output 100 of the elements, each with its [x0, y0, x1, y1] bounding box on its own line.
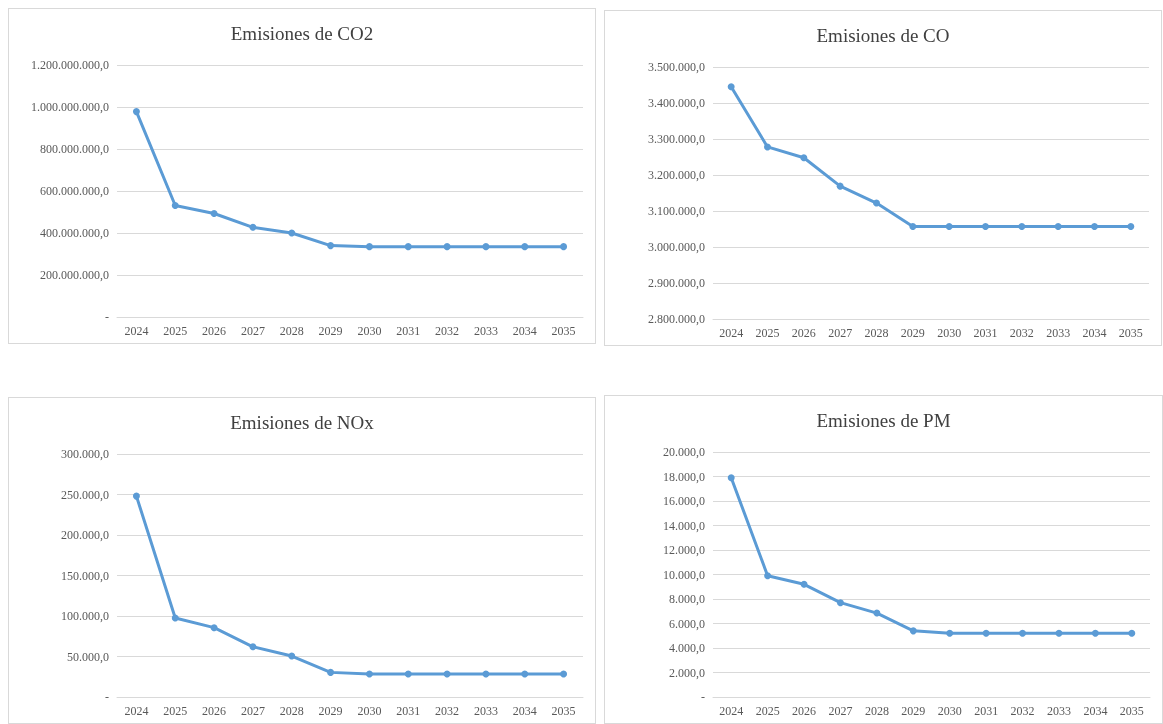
- point: [982, 629, 990, 637]
- chart-title: Emisiones de NOx: [230, 412, 375, 433]
- x-tick-label: 2026: [792, 704, 817, 718]
- x-tick-label: 2031: [973, 326, 998, 340]
- point: [873, 609, 881, 617]
- point: [288, 229, 296, 237]
- point: [873, 199, 880, 207]
- point: [443, 243, 451, 251]
- x-tick-label: 2032: [435, 324, 460, 338]
- y-tick-label: 1.200.000.000,0: [31, 58, 109, 72]
- y-tick-label: 800.000.000,0: [40, 142, 109, 156]
- x-tick-label: 2026: [202, 324, 227, 338]
- point: [945, 222, 953, 230]
- x-tick-label: 2025: [163, 324, 188, 338]
- x-tick-label: 2028: [864, 326, 889, 340]
- x-tick-label: 2025: [755, 704, 780, 718]
- point: [909, 627, 917, 635]
- x-tick-label: 2028: [279, 324, 304, 338]
- y-tick-label: 6.000,0: [669, 616, 705, 631]
- point: [1091, 629, 1099, 637]
- y-tick-label: 10.000,0: [663, 567, 705, 582]
- point: [132, 492, 140, 500]
- x-tick-label: 2032: [1010, 704, 1035, 718]
- x-tick-label: 2024: [719, 704, 744, 718]
- y-tick-label: -: [701, 690, 705, 704]
- x-tick-label: 2024: [124, 324, 149, 338]
- y-tick-label: 250.000,0: [61, 487, 109, 502]
- point: [1091, 222, 1098, 230]
- x-tick-label: 2024: [719, 326, 744, 340]
- point: [521, 670, 529, 678]
- x-tick-label: 2028: [864, 704, 889, 718]
- x-tick-label: 2027: [240, 704, 265, 718]
- x-tick-label: 2032: [1009, 326, 1034, 340]
- chart-title: Emisiones de CO: [816, 25, 950, 46]
- x-tick-label: 2029: [900, 326, 925, 340]
- x-tick-label: 2030: [937, 326, 962, 340]
- y-tick-label: -: [105, 690, 109, 704]
- chart-title: Emisiones de CO2: [230, 23, 374, 44]
- y-tick-label: 300.000,0: [61, 447, 109, 461]
- x-tick-label: 2027: [240, 324, 265, 338]
- point: [1018, 222, 1026, 230]
- point: [482, 243, 490, 251]
- point: [327, 242, 335, 250]
- y-tick-label: 2.900.000,0: [648, 276, 705, 290]
- y-tick-label: 200.000,0: [61, 528, 109, 542]
- point: [727, 83, 735, 91]
- y-tick-label: 2.000,0: [669, 665, 705, 680]
- x-tick-label: 2033: [473, 704, 498, 718]
- x-tick-label: 2030: [357, 324, 382, 338]
- y-tick-label: 3.400.000,0: [648, 96, 705, 110]
- x-tick-label: 2034: [512, 704, 537, 718]
- y-tick-label: 2.800.000,0: [648, 312, 705, 326]
- y-tick-label: 3.300.000,0: [648, 132, 705, 146]
- y-tick-label: 400.000.000,0: [40, 226, 109, 240]
- x-tick-label: 2035: [1118, 326, 1143, 340]
- x-tick-label: 2035: [1119, 704, 1144, 718]
- point: [836, 599, 844, 607]
- x-tick-label: 2031: [396, 324, 421, 338]
- y-tick-label: 1.000.000.000,0: [31, 100, 109, 114]
- point: [521, 243, 529, 251]
- point: [288, 652, 296, 660]
- x-tick-label: 2029: [318, 704, 343, 718]
- x-tick-label: 2025: [755, 326, 780, 340]
- point: [1127, 222, 1135, 230]
- y-tick-label: 16.000,0: [663, 494, 705, 508]
- point: [171, 614, 179, 622]
- point: [560, 243, 568, 251]
- x-tick-label: 2030: [357, 704, 382, 718]
- y-tick-label: 3.500.000,0: [648, 60, 705, 74]
- x-tick-label: 2026: [791, 326, 816, 340]
- point: [982, 222, 989, 230]
- point: [1055, 629, 1063, 637]
- x-tick-label: 2035: [551, 324, 576, 338]
- point: [132, 108, 140, 116]
- point: [249, 223, 257, 231]
- x-tick-label: 2031: [974, 704, 999, 718]
- point: [764, 143, 771, 151]
- point: [210, 209, 218, 217]
- x-tick-label: 2024: [124, 704, 149, 718]
- point: [365, 670, 373, 678]
- y-tick-label: 200.000.000,0: [40, 268, 109, 282]
- point: [365, 243, 373, 251]
- point: [404, 243, 412, 251]
- x-tick-label: 2031: [396, 704, 421, 718]
- x-tick-label: 2029: [318, 324, 343, 338]
- point: [836, 182, 844, 190]
- point: [327, 668, 335, 676]
- point: [727, 474, 735, 482]
- x-tick-label: 2034: [1082, 326, 1107, 340]
- x-tick-label: 2030: [937, 704, 962, 718]
- point: [404, 670, 412, 678]
- point: [1019, 629, 1027, 637]
- point: [946, 629, 954, 637]
- point: [210, 624, 218, 632]
- y-tick-label: 600.000.000,0: [40, 184, 109, 198]
- point: [1128, 629, 1136, 637]
- x-tick-label: 2035: [551, 704, 576, 718]
- x-tick-label: 2028: [279, 704, 304, 718]
- y-tick-label: 18.000,0: [663, 469, 705, 484]
- y-tick-label: 14.000,0: [663, 518, 705, 533]
